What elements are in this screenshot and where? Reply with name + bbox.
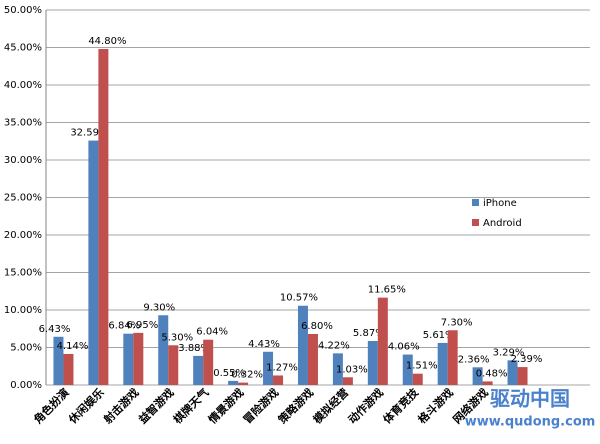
legend-swatch — [472, 199, 479, 206]
y-tick-label: 15.00% — [4, 268, 42, 279]
bar — [297, 305, 308, 385]
data-label: 11.65% — [368, 285, 406, 296]
y-tick-label: 25.00% — [4, 193, 42, 204]
bar — [472, 367, 483, 385]
legend-swatch — [472, 219, 479, 226]
data-label: 9.30% — [143, 302, 175, 313]
bar — [158, 315, 169, 385]
y-tick-label: 10.00% — [4, 305, 42, 316]
bar — [342, 377, 353, 385]
x-tick-label: 棋牌天气 — [170, 385, 212, 427]
y-tick-label: 30.00% — [4, 155, 42, 166]
data-label: 32.59% — [70, 128, 108, 139]
data-label: 0.32% — [231, 370, 263, 381]
x-tick-label: 角色扮演 — [31, 385, 72, 426]
legend-label: iPhone — [483, 198, 517, 209]
y-tick-label: 20.00% — [4, 230, 42, 241]
y-tick-label: 45.00% — [4, 43, 42, 54]
x-tick-label: 射击游戏 — [100, 385, 142, 427]
data-label: 3.88% — [178, 343, 210, 354]
data-label: 2.39% — [511, 354, 543, 365]
y-tick-label: 0.00% — [10, 380, 42, 391]
data-label: 6.95% — [126, 320, 158, 331]
bar — [193, 355, 204, 385]
watermark: www.qudong.com — [465, 415, 596, 430]
data-label: 6.80% — [301, 321, 333, 332]
bar — [98, 49, 109, 385]
data-label: 7.30% — [441, 317, 473, 328]
data-label: 4.06% — [388, 342, 420, 353]
data-label: 1.51% — [406, 361, 438, 372]
bar — [367, 340, 378, 385]
bar — [332, 353, 343, 385]
bar — [517, 367, 528, 385]
y-tick-label: 40.00% — [4, 80, 42, 91]
data-label: 10.57% — [280, 293, 318, 304]
data-label: 2.36% — [458, 354, 490, 365]
data-label: 0.55% — [213, 368, 245, 379]
data-label: 6.84% — [108, 321, 140, 332]
data-label: 6.43% — [39, 324, 71, 335]
data-label: 3.29% — [493, 347, 525, 358]
x-tick-label: 休闲娱乐 — [65, 385, 107, 427]
data-label: 6.04% — [196, 327, 228, 338]
x-tick-label: 模拟经营 — [310, 385, 351, 426]
x-tick-label: 策略游戏 — [274, 385, 316, 427]
bar — [203, 339, 214, 385]
bar — [482, 381, 493, 385]
bar — [168, 345, 179, 385]
data-label: 4.14% — [57, 341, 89, 352]
bar — [273, 375, 284, 385]
y-tick-label: 35.00% — [4, 118, 42, 129]
bar — [53, 336, 64, 385]
data-label: 5.61% — [423, 330, 455, 341]
x-tick-label: 体育竞技 — [380, 385, 422, 427]
data-label: 1.03% — [336, 364, 368, 375]
bar — [88, 140, 99, 385]
bar — [228, 380, 239, 385]
data-label: 44.80% — [88, 36, 126, 47]
x-tick-label: 益智游戏 — [135, 385, 176, 426]
bar — [307, 334, 318, 385]
y-tick-label: 5.00% — [10, 343, 42, 354]
bar — [507, 360, 518, 385]
bar — [377, 297, 388, 385]
x-tick-label: 格斗游戏 — [415, 385, 456, 426]
watermark: 驱动中国 — [490, 387, 570, 411]
bar — [238, 382, 249, 385]
bar — [447, 330, 458, 385]
data-label: 5.87% — [353, 328, 385, 339]
data-label: 5.30% — [161, 332, 193, 343]
bar — [263, 351, 274, 385]
bar — [412, 373, 423, 385]
x-tick-label: 动作游戏 — [345, 385, 386, 426]
legend-label: Android — [483, 218, 522, 229]
x-tick-label: 情景游戏 — [205, 385, 246, 426]
bar — [133, 332, 144, 385]
bar — [402, 354, 413, 385]
bar — [123, 333, 134, 385]
bar — [63, 353, 74, 385]
bar — [437, 342, 448, 385]
data-label: 4.43% — [248, 339, 280, 350]
data-label: 4.22% — [318, 340, 350, 351]
y-tick-label: 50.00% — [4, 5, 42, 16]
data-label: 0.48% — [476, 368, 508, 379]
data-label: 1.27% — [266, 362, 298, 373]
x-tick-label: 冒险游戏 — [240, 385, 281, 426]
